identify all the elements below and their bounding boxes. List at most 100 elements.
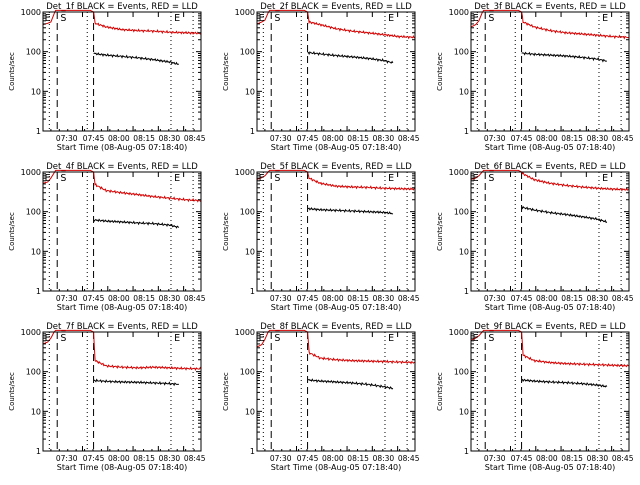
detector-panel-8: Det_8f BLACK = Events, RED = LLD 1 10 100 10… xyxy=(222,322,420,472)
x-tick-label: 08:45 xyxy=(184,294,206,303)
x-tick-label: 08:15 xyxy=(347,134,369,143)
series-events-line xyxy=(521,205,608,224)
series-lld-line xyxy=(42,329,202,372)
x-tick-label: 08:45 xyxy=(184,134,206,143)
event-marker-e: E xyxy=(259,333,265,344)
x-tick-label: 08:15 xyxy=(561,134,583,143)
series-lld-line xyxy=(470,9,630,40)
y-tick-label: 10 xyxy=(459,87,469,96)
y-axis-label: Counts/sec xyxy=(436,212,444,251)
x-tick-label: 07:45 xyxy=(83,454,105,463)
event-marker-e: E xyxy=(388,173,394,184)
x-tick-label: 08:45 xyxy=(612,454,634,463)
event-marker-s: S xyxy=(488,333,494,344)
x-tick-label: 07:45 xyxy=(511,134,533,143)
series-lld-line xyxy=(256,329,415,365)
series-lld-line xyxy=(42,169,202,203)
y-tick-label: 1 xyxy=(36,127,41,136)
event-marker-e: E xyxy=(259,13,265,24)
event-marker-e: E xyxy=(602,173,608,184)
y-tick-label: 10 xyxy=(459,247,469,256)
x-tick-label: 07:45 xyxy=(511,294,533,303)
event-marker-e: E xyxy=(174,13,180,24)
y-tick-label: 1000 xyxy=(21,328,41,337)
series-events-line xyxy=(93,218,180,229)
x-tick-label: 08:30 xyxy=(587,454,609,463)
x-tick-label: 08:00 xyxy=(108,454,130,463)
event-marker-s: S xyxy=(274,13,280,24)
event-marker-e: E xyxy=(174,333,180,344)
panel-title: Det_4f BLACK = Events, RED = LLD xyxy=(46,162,198,172)
event-marker-s: S xyxy=(274,333,280,344)
event-marker-e: E xyxy=(388,333,394,344)
x-tick-label: 08:00 xyxy=(536,134,558,143)
y-tick-label: 1000 xyxy=(21,168,41,177)
detector-panel-7: Det_7f BLACK = Events, RED = LLD 1 10 100 10… xyxy=(8,322,206,472)
series-events-line xyxy=(93,378,179,387)
event-marker-e: E xyxy=(174,173,180,184)
panel-title: Det_6f BLACK = Events, RED = LLD xyxy=(474,162,626,172)
y-tick-label: 1 xyxy=(36,447,41,456)
y-tick-label: 100 xyxy=(26,48,41,57)
y-tick-label: 100 xyxy=(454,208,469,217)
y-tick-label: 100 xyxy=(240,208,255,217)
plot-frame xyxy=(470,11,630,132)
plot-frame xyxy=(470,331,630,452)
series-lld-line xyxy=(42,9,202,35)
y-tick-label: 1 xyxy=(250,447,255,456)
x-tick-label: 08:15 xyxy=(347,294,369,303)
x-tick-label: 07:30 xyxy=(56,454,78,463)
x-tick-label: 08:30 xyxy=(373,294,395,303)
x-tick-label: 08:00 xyxy=(108,294,130,303)
x-axis-label: Start Time (08-Aug-05 07:18:40) xyxy=(271,303,402,312)
y-tick-label: 1 xyxy=(464,287,469,296)
x-tick-label: 07:30 xyxy=(270,134,292,143)
x-tick-label: 07:45 xyxy=(511,454,533,463)
event-marker-e: E xyxy=(602,333,608,344)
x-tick-label: 08:45 xyxy=(398,294,420,303)
x-axis-label: Start Time (08-Aug-05 07:18:40) xyxy=(485,463,616,472)
event-marker-s: S xyxy=(60,13,66,24)
event-marker-e: E xyxy=(473,13,479,24)
y-tick-label: 1000 xyxy=(235,8,255,17)
x-axis-label: Start Time (08-Aug-05 07:18:40) xyxy=(57,463,188,472)
x-tick-label: 08:00 xyxy=(322,294,344,303)
x-axis-label: Start Time (08-Aug-05 07:18:40) xyxy=(485,143,616,152)
event-marker-e: E xyxy=(45,333,51,344)
plot-frame xyxy=(42,11,202,132)
x-tick-label: 08:00 xyxy=(322,134,344,143)
panel-title: Det_2f BLACK = Events, RED = LLD xyxy=(260,2,412,12)
x-tick-label: 07:45 xyxy=(297,134,319,143)
y-tick-label: 1000 xyxy=(449,168,469,177)
y-tick-label: 1 xyxy=(250,287,255,296)
y-axis-label: Counts/sec xyxy=(8,372,16,411)
x-tick-label: 08:00 xyxy=(536,454,558,463)
event-marker-s: S xyxy=(274,173,280,184)
y-axis-label: Counts/sec xyxy=(8,52,16,91)
panel-title: Det_1f BLACK = Events, RED = LLD xyxy=(46,2,198,12)
y-tick-label: 100 xyxy=(26,368,41,377)
x-tick-label: 07:45 xyxy=(297,454,319,463)
x-tick-label: 08:15 xyxy=(133,294,155,303)
y-tick-label: 1000 xyxy=(449,8,469,17)
detector-panel-9: Det_9f BLACK = Events, RED = LLD 1 10 100 10… xyxy=(436,322,634,472)
y-tick-label: 1 xyxy=(36,287,41,296)
x-tick-label: 07:45 xyxy=(83,294,105,303)
series-events-line xyxy=(521,51,607,63)
y-axis-label: Counts/sec xyxy=(222,52,230,91)
panel-title: Det_7f BLACK = Events, RED = LLD xyxy=(46,322,198,332)
y-tick-label: 1000 xyxy=(235,328,255,337)
y-tick-label: 100 xyxy=(454,368,469,377)
x-tick-label: 08:30 xyxy=(159,134,181,143)
event-marker-e: E xyxy=(473,333,479,344)
x-tick-label: 07:30 xyxy=(270,454,292,463)
event-marker-s: S xyxy=(488,13,494,24)
y-axis-label: Counts/sec xyxy=(222,212,230,251)
x-tick-label: 08:30 xyxy=(587,294,609,303)
x-tick-label: 08:30 xyxy=(159,454,181,463)
x-axis-label: Start Time (08-Aug-05 07:18:40) xyxy=(271,143,402,152)
y-tick-label: 1000 xyxy=(235,168,255,177)
y-tick-label: 10 xyxy=(459,407,469,416)
x-tick-label: 08:15 xyxy=(561,294,583,303)
